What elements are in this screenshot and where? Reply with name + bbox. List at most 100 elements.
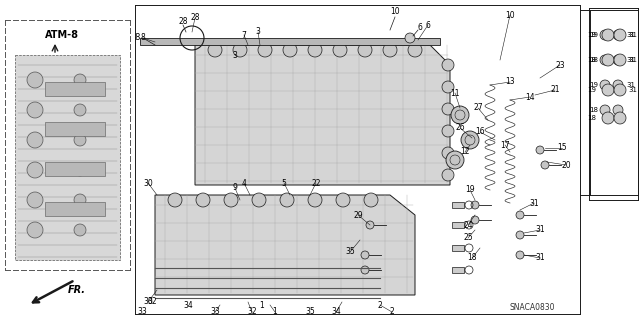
Circle shape [602, 54, 614, 66]
Text: 19: 19 [465, 186, 475, 195]
Text: 31: 31 [626, 57, 635, 63]
Text: 29: 29 [353, 211, 363, 219]
Circle shape [196, 193, 210, 207]
Text: 31: 31 [628, 57, 637, 63]
Circle shape [308, 43, 322, 57]
Text: 30: 30 [143, 179, 153, 188]
Polygon shape [195, 45, 450, 185]
Circle shape [461, 131, 479, 149]
Circle shape [361, 251, 369, 259]
Text: 16: 16 [475, 128, 485, 137]
Circle shape [602, 112, 614, 124]
Circle shape [224, 193, 238, 207]
Text: 8: 8 [141, 33, 145, 42]
Circle shape [614, 84, 626, 96]
Circle shape [614, 112, 626, 124]
Text: 18: 18 [589, 107, 598, 113]
Text: 12: 12 [460, 147, 470, 157]
Text: 33: 33 [137, 308, 147, 316]
Text: 19: 19 [587, 87, 596, 93]
Text: 25: 25 [463, 234, 473, 242]
Text: 30: 30 [143, 298, 153, 307]
Circle shape [233, 43, 247, 57]
Text: 1: 1 [273, 308, 277, 316]
Circle shape [27, 132, 43, 148]
Text: 2: 2 [378, 300, 382, 309]
Text: 35: 35 [345, 248, 355, 256]
Bar [45, 82, 105, 96]
Circle shape [364, 193, 378, 207]
Text: 22: 22 [311, 179, 321, 188]
Text: 9: 9 [232, 183, 237, 192]
Bar [45, 122, 105, 136]
Text: 18: 18 [587, 57, 596, 63]
Circle shape [614, 54, 626, 66]
Circle shape [442, 125, 454, 137]
Circle shape [383, 43, 397, 57]
Text: 4: 4 [241, 179, 246, 188]
Circle shape [613, 80, 623, 90]
Polygon shape [15, 55, 120, 260]
Circle shape [442, 103, 454, 115]
Text: 31: 31 [628, 87, 637, 93]
Circle shape [516, 211, 524, 219]
Circle shape [614, 29, 626, 41]
Circle shape [446, 151, 464, 169]
Circle shape [27, 222, 43, 238]
Circle shape [602, 29, 614, 41]
Circle shape [600, 80, 610, 90]
Circle shape [74, 194, 86, 206]
Text: 31: 31 [535, 226, 545, 234]
Circle shape [516, 231, 524, 239]
Text: 13: 13 [505, 78, 515, 86]
Text: 21: 21 [550, 85, 560, 94]
Text: 19: 19 [589, 82, 598, 88]
Circle shape [208, 43, 222, 57]
Circle shape [27, 72, 43, 88]
Circle shape [405, 33, 415, 43]
Circle shape [252, 193, 266, 207]
Text: 18: 18 [589, 57, 598, 63]
Circle shape [27, 192, 43, 208]
Bar [452, 202, 464, 208]
Circle shape [308, 193, 322, 207]
Circle shape [602, 84, 614, 96]
Circle shape [600, 55, 610, 65]
Text: 28: 28 [190, 13, 200, 23]
Circle shape [442, 81, 454, 93]
Text: 31: 31 [628, 32, 637, 38]
Circle shape [541, 161, 549, 169]
Text: 26: 26 [455, 123, 465, 132]
Circle shape [408, 43, 422, 57]
Text: 18: 18 [587, 115, 596, 121]
Circle shape [74, 164, 86, 176]
Circle shape [516, 251, 524, 259]
Text: FR.: FR. [68, 285, 86, 295]
Polygon shape [155, 195, 415, 295]
Circle shape [280, 193, 294, 207]
Bar [452, 222, 464, 228]
Text: 3: 3 [255, 27, 260, 36]
Circle shape [358, 43, 372, 57]
Circle shape [74, 224, 86, 236]
Text: 7: 7 [241, 31, 246, 40]
Text: 35: 35 [305, 308, 315, 316]
Text: 31: 31 [535, 254, 545, 263]
Circle shape [336, 193, 350, 207]
Bar [452, 267, 464, 273]
Text: 8: 8 [134, 33, 140, 42]
Text: 11: 11 [451, 88, 460, 98]
Text: 5: 5 [282, 179, 287, 188]
Circle shape [442, 169, 454, 181]
Text: 28: 28 [179, 18, 188, 26]
Text: ATM-8: ATM-8 [45, 30, 79, 40]
Circle shape [27, 162, 43, 178]
Text: 10: 10 [505, 11, 515, 19]
Text: 19: 19 [589, 32, 598, 38]
Bar [45, 162, 105, 176]
Circle shape [613, 105, 623, 115]
Text: 3: 3 [232, 50, 237, 60]
Text: 18: 18 [467, 254, 477, 263]
Circle shape [74, 74, 86, 86]
Text: 31: 31 [626, 32, 635, 38]
